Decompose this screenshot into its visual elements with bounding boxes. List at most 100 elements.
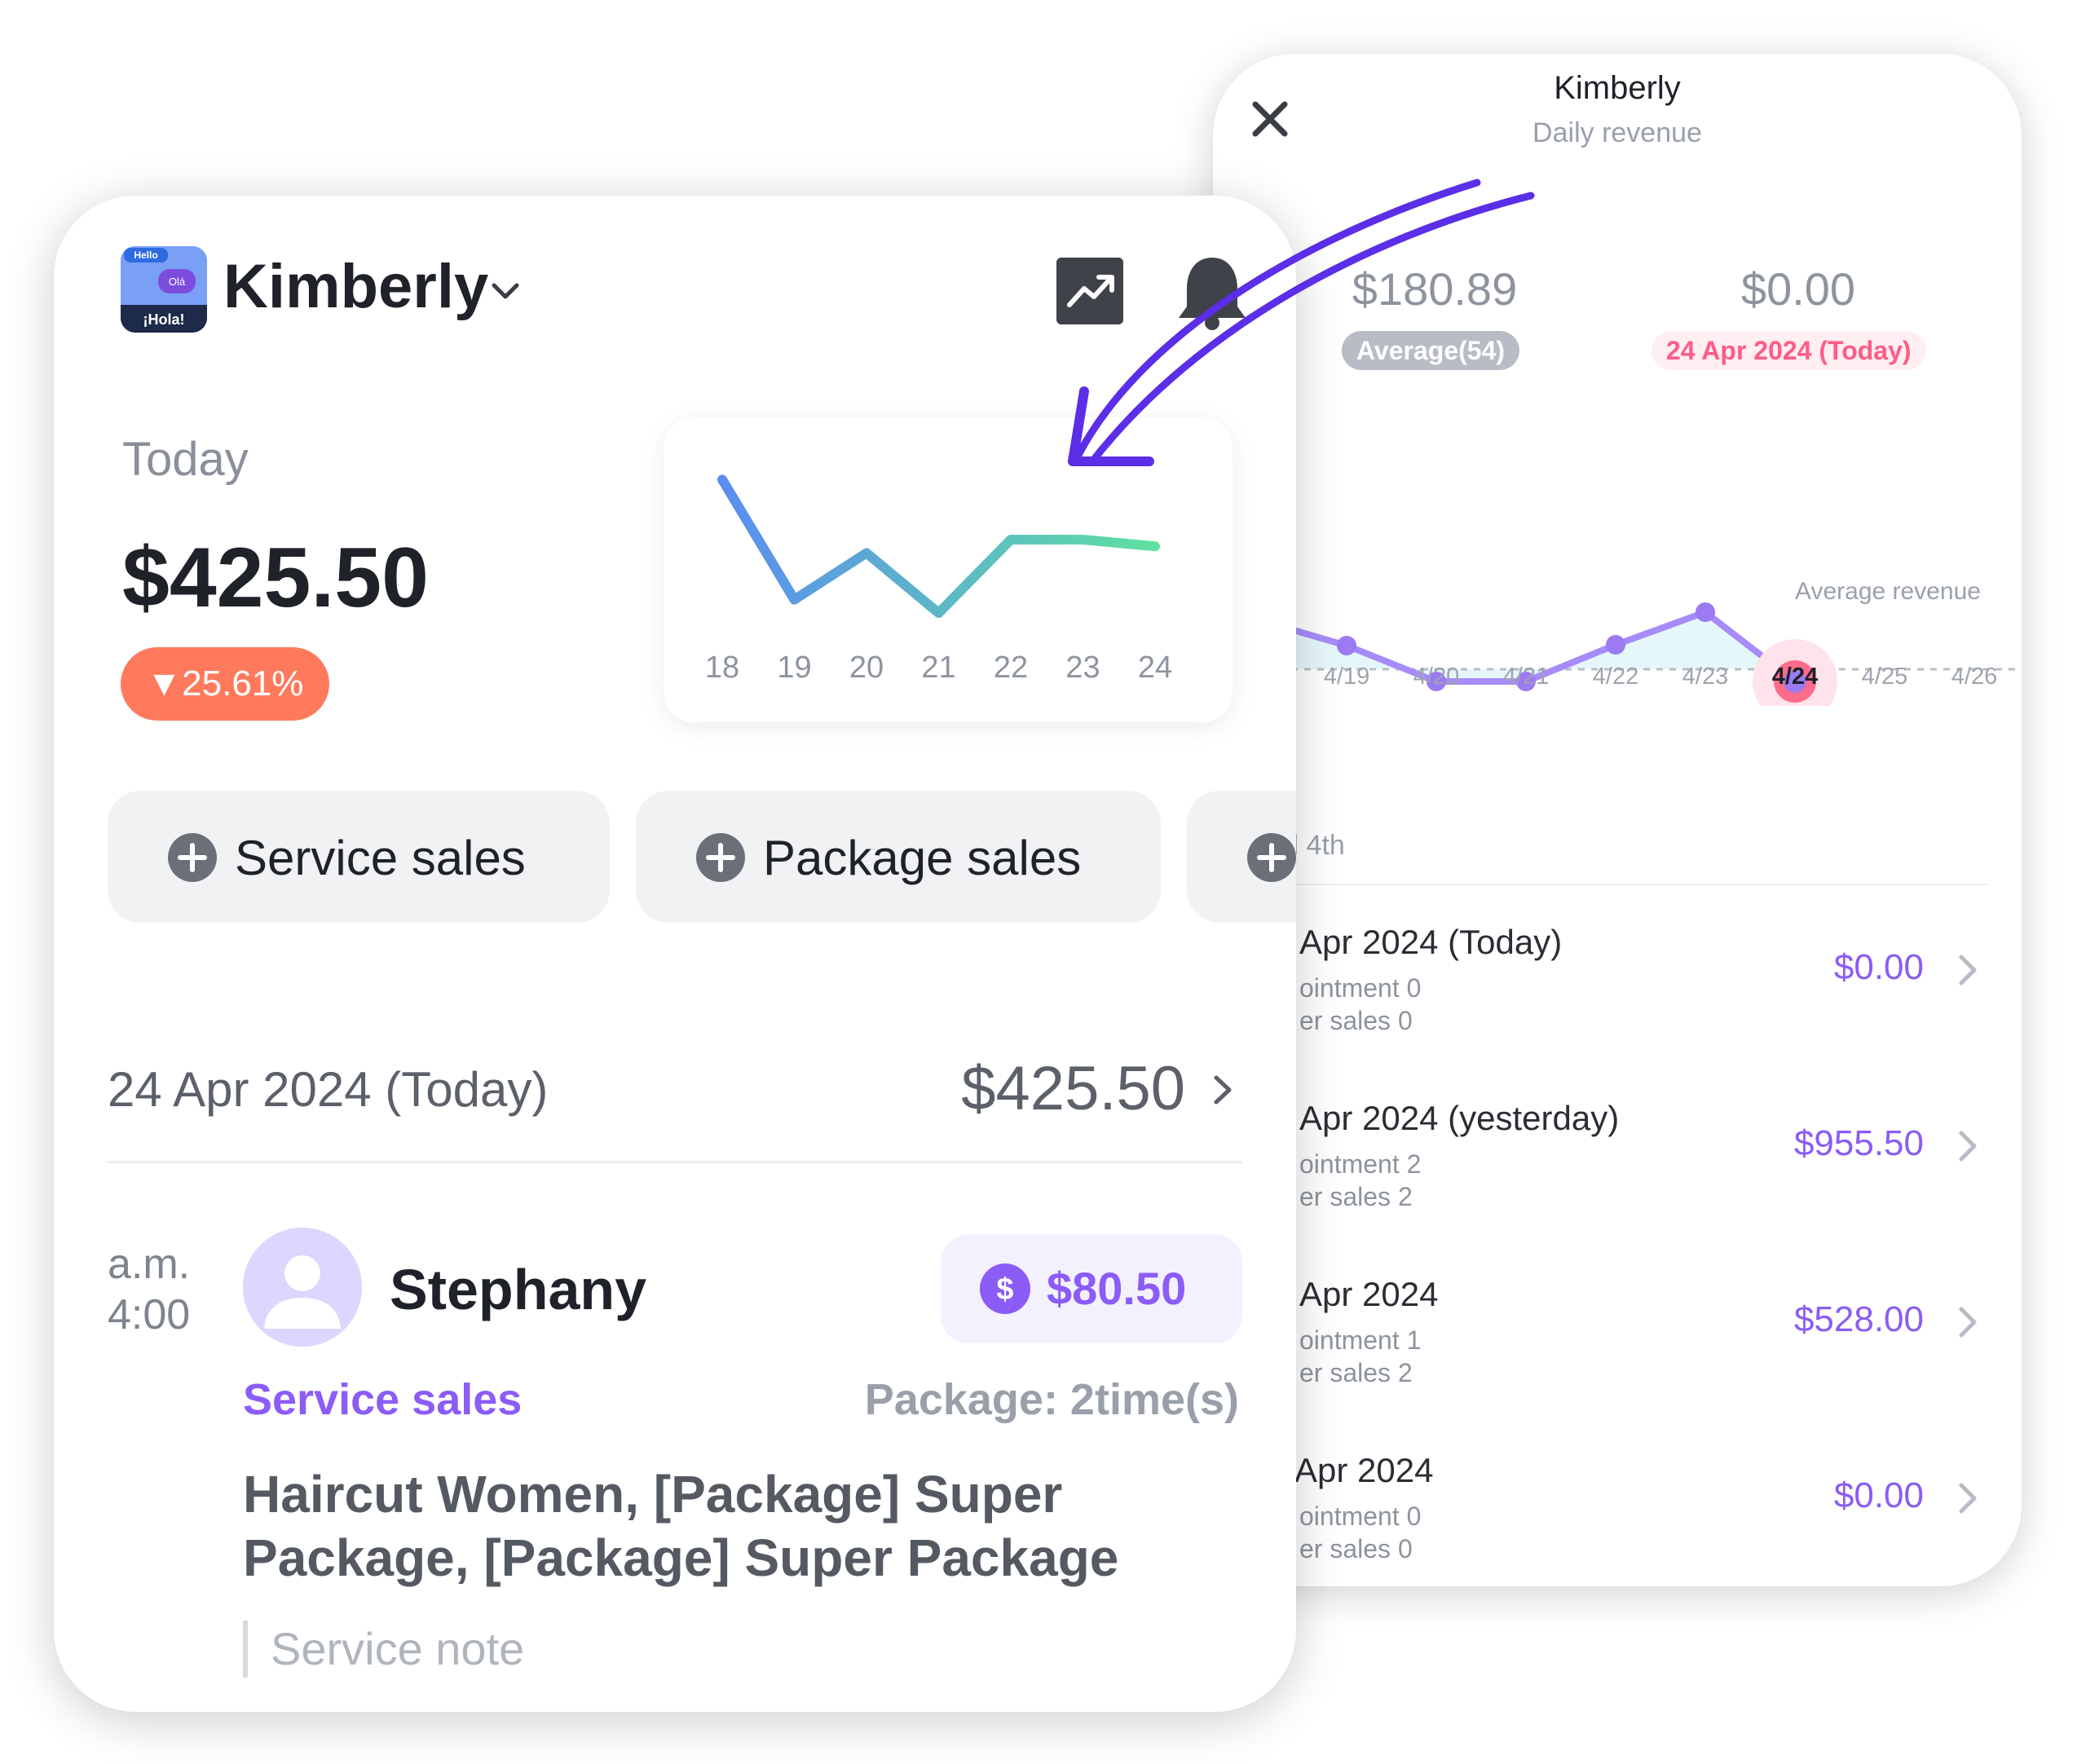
logo-ola-text: Olá: [169, 276, 186, 288]
average-line-label: Average revenue: [1795, 578, 1981, 605]
trend-chart-icon[interactable]: [1056, 258, 1123, 324]
chevron-right-icon: [1959, 1307, 1977, 1338]
data-point: [1516, 672, 1536, 691]
mini-x-tick: 21: [921, 650, 956, 685]
day-row[interactable]: Apr 2024 ointment 1 er sales 2 $528.00: [1213, 1275, 2022, 1438]
today-revenue-value: $0.00: [1740, 263, 1856, 315]
more-sales-button[interactable]: [1187, 791, 1296, 923]
data-point: [1606, 635, 1625, 655]
shop-logo: Hello Olá ¡Hola!: [121, 246, 207, 333]
day-appointment-count: ointment 0: [1299, 973, 1422, 1003]
note-bar: [243, 1621, 248, 1678]
data-point: [1337, 636, 1356, 655]
day-sales-count: er sales 2: [1299, 1182, 1413, 1211]
plus-circle-icon: [168, 833, 217, 882]
area-fill: [1213, 606, 1795, 681]
x-tick[interactable]: 4/24: [1771, 664, 1819, 690]
mini-x-tick: 23: [1065, 650, 1100, 685]
change-percent: 25.61%: [182, 664, 304, 703]
highlight-point-center: [1784, 670, 1806, 693]
appointment-time-period: a.m.: [108, 1241, 191, 1288]
panel-title: Kimberly: [1554, 70, 1681, 106]
svg-text:$: $: [996, 1272, 1013, 1307]
mini-x-tick: 22: [993, 650, 1029, 685]
data-point: [1427, 672, 1446, 691]
date-row-label[interactable]: 24 Apr 2024 (Today): [108, 1062, 549, 1117]
day-appointment-count: ointment 0: [1299, 1502, 1422, 1531]
service-sales-label: Service sales: [235, 831, 526, 885]
day-amount: $528.00: [1793, 1299, 1924, 1339]
daily-revenue-chart: [1213, 602, 2022, 706]
customer-name[interactable]: Stephany: [390, 1258, 647, 1321]
shop-name[interactable]: Kimberly: [223, 252, 489, 321]
day-row[interactable]: Apr 2024 (yesterday) ointment 2 er sales 2…: [1213, 1099, 2022, 1262]
day-sales-count: er sales 0: [1299, 1006, 1413, 1035]
x-tick[interactable]: 4/22: [1592, 664, 1639, 690]
day-appointment-count: ointment 1: [1299, 1325, 1422, 1355]
x-tick[interactable]: 4/19: [1323, 664, 1370, 690]
daily-revenue-panel: Kimberly Daily revenue $180.89 Average(5…: [1213, 54, 2022, 1586]
mini-x-tick: 24: [1137, 650, 1173, 685]
close-icon[interactable]: [1246, 95, 1294, 143]
package-info: Package: 2time(s): [864, 1375, 1239, 1424]
date-row-amount[interactable]: $425.50: [961, 1054, 1185, 1123]
mini-series-line: [717, 474, 1160, 618]
plus-circle-icon: [696, 833, 745, 882]
appointment-time: a.m. 4:00: [108, 1239, 190, 1340]
x-tick[interactable]: 4/21: [1502, 664, 1550, 690]
mini-chart-svg: [717, 474, 1160, 618]
day-amount: $0.00: [1833, 947, 1924, 987]
chevron-right-icon[interactable]: [1208, 1069, 1237, 1110]
logo-hola-text: ¡Hola!: [143, 311, 185, 328]
chevron-right-icon: [1959, 1483, 1977, 1514]
panel-subtitle: Daily revenue: [1532, 117, 1702, 148]
x-tick[interactable]: 4/20: [1413, 664, 1460, 690]
day-sales-count: er sales 2: [1299, 1358, 1413, 1387]
price-amount: $80.50: [1047, 1263, 1187, 1314]
day-title: Apr 2024: [1294, 1451, 1434, 1489]
today-label: Today: [122, 433, 249, 486]
dashboard-card: Hello Olá ¡Hola! Kimberly Today $425.50 …: [54, 196, 1296, 1712]
mini-x-tick: 19: [777, 650, 812, 685]
package-sales-label: Package sales: [763, 831, 1082, 885]
service-tag: Service sales: [243, 1375, 523, 1424]
x-tick[interactable]: 4/25: [1861, 664, 1908, 690]
logo-hello-text: Hello: [134, 249, 157, 261]
change-badge: ▼25.61%: [121, 647, 329, 721]
day-title: Apr 2024: [1299, 1275, 1439, 1313]
divider: [1286, 884, 1989, 885]
day-row[interactable]: Apr 2024 ointment 0 er sales 0 $0.00: [1213, 1451, 2022, 1586]
x-tick[interactable]: 4/26: [1951, 664, 1998, 690]
plus-circle-icon: [1247, 833, 1296, 882]
service-note-input[interactable]: Service note: [271, 1623, 525, 1674]
data-point: [1696, 602, 1715, 622]
day-title: Apr 2024 (yesterday): [1299, 1099, 1620, 1137]
mini-x-tick: 20: [849, 650, 884, 685]
day-row[interactable]: Apr 2024 (Today) ointment 0 er sales 0 $0.0…: [1213, 923, 2022, 1086]
chevron-down-icon[interactable]: [487, 274, 523, 310]
triangle-down-icon: ▼: [146, 664, 183, 703]
service-sales-button[interactable]: Service sales: [108, 791, 610, 923]
user-avatar-icon[interactable]: [243, 1228, 362, 1347]
mini-x-tick: 18: [704, 650, 740, 685]
x-tick[interactable]: 4/23: [1682, 664, 1729, 690]
dollar-icon: $: [980, 1263, 1030, 1314]
day-sales-count: er sales 0: [1299, 1534, 1413, 1563]
day-title: Apr 2024 (Today): [1299, 923, 1563, 961]
chevron-right-icon: [1959, 1131, 1977, 1162]
package-sales-button[interactable]: Package sales: [636, 791, 1161, 923]
price-badge[interactable]: $ $80.50: [941, 1234, 1242, 1343]
appointment-time-clock: 4:00: [108, 1291, 191, 1338]
day-amount: $955.50: [1793, 1123, 1924, 1163]
average-badge: Average(54): [1342, 331, 1520, 370]
today-amount: $425.50: [122, 531, 429, 625]
bell-icon[interactable]: [1175, 253, 1249, 331]
mini-revenue-chart[interactable]: 18 19 20 21 22 23 24: [664, 417, 1233, 722]
services-description: Haircut Women, [Package] Super Package, …: [243, 1465, 1119, 1587]
today-badge: 24 Apr 2024 (Today): [1651, 331, 1926, 370]
day-amount: $0.00: [1833, 1475, 1924, 1515]
divider: [108, 1161, 1242, 1163]
average-revenue-value: $180.89: [1352, 263, 1518, 315]
day-appointment-count: ointment 2: [1299, 1149, 1422, 1179]
chevron-right-icon: [1959, 955, 1977, 986]
